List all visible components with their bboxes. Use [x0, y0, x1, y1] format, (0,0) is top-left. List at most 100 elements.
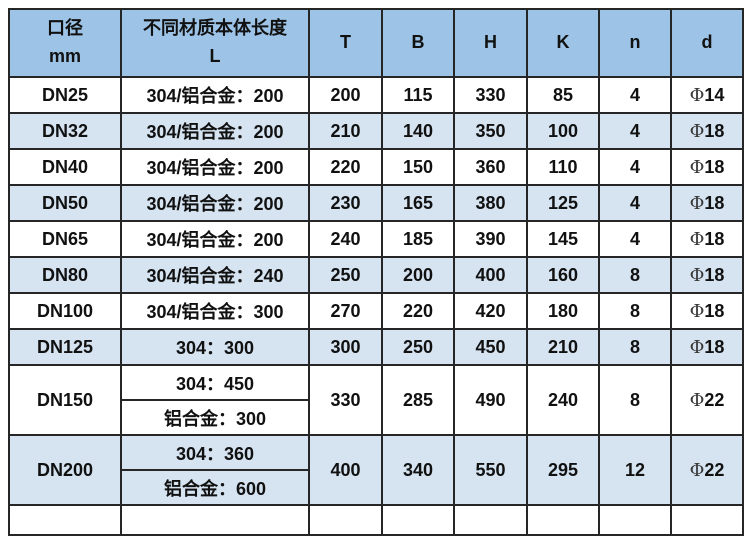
cell-length: 304/铝合金：200 — [120, 148, 310, 186]
cell-h: 390 — [453, 220, 528, 258]
cell-dn: DN32 — [8, 112, 122, 150]
cell-d: Φ18 — [670, 148, 744, 186]
header-d: d — [670, 8, 744, 78]
cell-dn: DN150 — [8, 364, 122, 436]
cell-length-304: 304：450 — [120, 364, 310, 401]
table-row-dn200-top: DN200 304：360 400 340 550 295 12 Φ22 — [8, 434, 744, 506]
cell-d: Φ18 — [670, 292, 744, 330]
header-t: T — [308, 8, 383, 78]
cell-d: Φ18 — [670, 220, 744, 258]
cell-h: 360 — [453, 148, 528, 186]
table-row-dn125: DN125 304：300 300 250 450 210 8 Φ18 — [8, 328, 744, 366]
header-b: B — [381, 8, 455, 78]
cell-k: 240 — [526, 364, 600, 436]
spec-table-container: 口径 mm 不同材质本体长度 L T B H K n d DN25 304/铝合… — [8, 8, 744, 536]
table-row-dn25: DN25 304/铝合金：200 200 115 330 85 4 Φ14 — [8, 76, 744, 114]
table-row-cutoff — [8, 504, 744, 536]
header-n: n — [598, 8, 672, 78]
spec-table: 口径 mm 不同材质本体长度 L T B H K n d DN25 304/铝合… — [8, 8, 744, 536]
cell-n: 4 — [598, 112, 672, 150]
cell-dn: DN125 — [8, 328, 122, 366]
cell-dn: DN65 — [8, 220, 122, 258]
cell-t: 330 — [308, 364, 383, 436]
cell-b: 165 — [381, 184, 455, 222]
header-row: 口径 mm 不同材质本体长度 L T B H K n d — [8, 8, 744, 78]
cell-d: Φ22 — [670, 364, 744, 436]
cell-n: 4 — [598, 220, 672, 258]
cell-n: 8 — [598, 292, 672, 330]
cell-h: 450 — [453, 328, 528, 366]
cell-length-aluminum: 铝合金：600 — [120, 469, 310, 506]
cell-t: 250 — [308, 256, 383, 294]
cell-k: 180 — [526, 292, 600, 330]
cell-length-aluminum: 铝合金：300 — [120, 399, 310, 436]
cell-empty — [120, 504, 310, 536]
cell-t: 240 — [308, 220, 383, 258]
cell-t: 400 — [308, 434, 383, 506]
header-diameter: 口径 mm — [8, 8, 122, 78]
cell-dn: DN25 — [8, 76, 122, 114]
cell-b: 250 — [381, 328, 455, 366]
cell-t: 230 — [308, 184, 383, 222]
cell-t: 220 — [308, 148, 383, 186]
cell-t: 200 — [308, 76, 383, 114]
cell-empty — [8, 504, 122, 536]
cell-empty — [526, 504, 600, 536]
cell-b: 140 — [381, 112, 455, 150]
table-row-dn100: DN100 304/铝合金：300 270 220 420 180 8 Φ18 — [8, 292, 744, 330]
cell-k: 295 — [526, 434, 600, 506]
cell-h: 350 — [453, 112, 528, 150]
cell-d: Φ18 — [670, 184, 744, 222]
cell-d: Φ22 — [670, 434, 744, 506]
table-row-dn65: DN65 304/铝合金：200 240 185 390 145 4 Φ18 — [8, 220, 744, 258]
cell-d: Φ18 — [670, 112, 744, 150]
cell-h: 400 — [453, 256, 528, 294]
table-row-dn32: DN32 304/铝合金：200 210 140 350 100 4 Φ18 — [8, 112, 744, 150]
cell-dn: DN80 — [8, 256, 122, 294]
cell-k: 145 — [526, 220, 600, 258]
cell-t: 300 — [308, 328, 383, 366]
cell-n: 4 — [598, 184, 672, 222]
cell-n: 8 — [598, 364, 672, 436]
cell-n: 4 — [598, 148, 672, 186]
cell-empty — [381, 504, 455, 536]
cell-dn: DN50 — [8, 184, 122, 222]
cell-k: 125 — [526, 184, 600, 222]
cell-d: Φ18 — [670, 328, 744, 366]
cell-h: 550 — [453, 434, 528, 506]
cell-n: 8 — [598, 256, 672, 294]
cell-b: 185 — [381, 220, 455, 258]
cell-length: 304/铝合金：200 — [120, 184, 310, 222]
table-row-dn150-bottom: 铝合金：300 — [9, 399, 743, 436]
cell-t: 270 — [308, 292, 383, 330]
table-row-dn80: DN80 304/铝合金：240 250 200 400 160 8 Φ18 — [8, 256, 744, 294]
cell-dn: DN40 — [8, 148, 122, 186]
cell-length: 304/铝合金：200 — [120, 112, 310, 150]
cell-b: 285 — [381, 364, 455, 436]
cell-empty — [453, 504, 528, 536]
header-h: H — [453, 8, 528, 78]
cell-n: 12 — [598, 434, 672, 506]
cell-empty — [598, 504, 672, 536]
cell-length: 304/铝合金：200 — [120, 220, 310, 258]
cell-n: 8 — [598, 328, 672, 366]
cell-h: 490 — [453, 364, 528, 436]
cell-length: 304：300 — [120, 328, 310, 366]
cell-length: 304/铝合金：200 — [120, 76, 310, 114]
cell-dn: DN200 — [8, 434, 122, 506]
cell-k: 85 — [526, 76, 600, 114]
cell-length-304: 304：360 — [120, 434, 310, 471]
cell-h: 380 — [453, 184, 528, 222]
table-row-dn150-top: DN150 304：450 330 285 490 240 8 Φ22 — [8, 364, 744, 436]
cell-length: 304/铝合金：300 — [120, 292, 310, 330]
cell-k: 110 — [526, 148, 600, 186]
header-k: K — [526, 8, 600, 78]
table-row-dn40: DN40 304/铝合金：200 220 150 360 110 4 Φ18 — [8, 148, 744, 186]
cell-dn: DN100 — [8, 292, 122, 330]
cell-length: 304/铝合金：240 — [120, 256, 310, 294]
table-row-dn200-bottom: 铝合金：600 — [9, 469, 743, 506]
table-header: 口径 mm 不同材质本体长度 L T B H K n d — [8, 8, 744, 78]
cell-t: 210 — [308, 112, 383, 150]
cell-b: 220 — [381, 292, 455, 330]
cell-k: 160 — [526, 256, 600, 294]
